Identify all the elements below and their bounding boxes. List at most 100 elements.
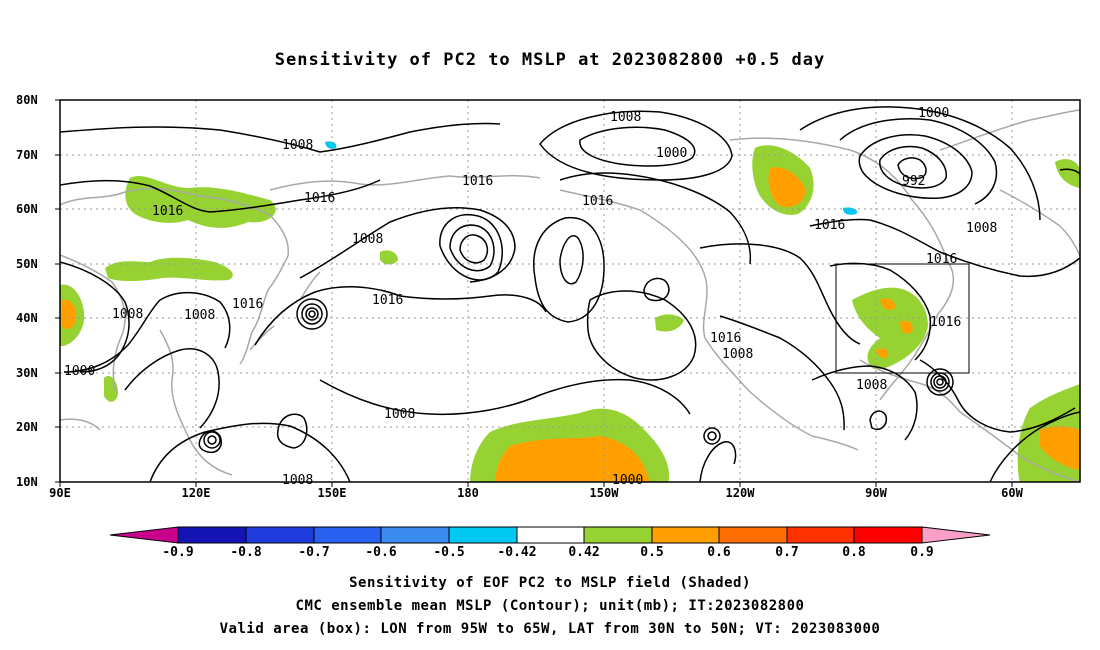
contour-label: 1008 (282, 473, 313, 488)
contour-label: 1016 (152, 204, 183, 219)
map-title: Sensitivity of PC2 to MSLP at 2023082800… (274, 50, 826, 70)
contour-line (149, 422, 351, 482)
contour-line (319, 378, 691, 416)
coastline (959, 411, 1080, 482)
contour-label: 1016 (926, 252, 957, 267)
colorbar-cell (313, 526, 382, 544)
contour-line (254, 286, 547, 346)
contour-label: 1008 (856, 378, 887, 393)
colorbar-label: -0.8 (230, 545, 262, 560)
shade-cyan-region (325, 141, 337, 149)
colorbar-cell (786, 526, 855, 544)
shade-orange-region (768, 167, 806, 208)
coastline (559, 189, 708, 339)
contour-label: 1000 (612, 473, 643, 488)
lon-label: 180 (457, 486, 479, 500)
footer-caption-line2: CMC ensemble mean MSLP (Contour); unit(m… (295, 598, 805, 614)
contour-line (799, 106, 1041, 221)
contour-line (699, 243, 861, 345)
coastline (939, 109, 1080, 151)
shade-green-region (1055, 159, 1080, 188)
colorbar-cell (853, 526, 923, 544)
contour-line (198, 430, 222, 454)
coastline (60, 254, 126, 393)
colorbar-label: 0.8 (842, 545, 866, 560)
coastlines (60, 109, 1080, 482)
contour-line (60, 179, 381, 213)
plot-frame (59, 99, 1081, 483)
shade-orange-region (1040, 426, 1080, 470)
axis-ticks (55, 99, 1013, 487)
coastline (60, 187, 290, 257)
contour-line (60, 261, 130, 373)
contour-line (586, 290, 697, 381)
shade-orange-region (900, 320, 913, 334)
contour-label: 1008 (722, 347, 753, 362)
contour-line (858, 134, 973, 199)
contour-label: 1008 (384, 407, 415, 422)
coastline (999, 189, 1080, 257)
colorbar-label: -0.9 (162, 545, 194, 560)
colorbar-cell (245, 526, 315, 544)
contour-label: 1016 (232, 297, 263, 312)
contour-label: 1016 (582, 194, 613, 209)
contour-line (989, 411, 1080, 482)
contour-line (1059, 168, 1080, 175)
contour-low-center (203, 431, 221, 449)
contour-label: 1008 (184, 308, 215, 323)
lon-label: 150E (317, 486, 347, 500)
contour-label: 1016 (930, 315, 961, 330)
colorbar-low-triangle (109, 526, 179, 544)
colorbar-high-triangle (921, 526, 991, 544)
contour-low-center (933, 375, 947, 389)
shade-cyan-region (843, 207, 858, 215)
contour-line (869, 410, 888, 430)
colorbar (109, 526, 991, 544)
colorbar-label: -0.6 (365, 545, 397, 560)
coastline (159, 329, 233, 476)
shade-green-region (380, 250, 398, 265)
colorbar-label: 0.5 (640, 545, 664, 560)
coastline (269, 174, 541, 191)
contour-line (879, 145, 947, 189)
contour-low-center (703, 427, 721, 445)
mslp-contours (60, 106, 1080, 482)
coastline (704, 337, 859, 451)
contour-label: 1008 (282, 138, 313, 153)
shade-green-region (125, 175, 276, 228)
lon-label: 120E (181, 486, 211, 500)
lat-label: 60N (16, 202, 38, 216)
shaded-sensitivity (60, 141, 1080, 482)
coastline (60, 418, 101, 431)
shade-green-region (852, 287, 928, 370)
colorbar-cell (583, 526, 653, 544)
contour-line (809, 218, 1080, 278)
colorbar-label: 0.6 (707, 545, 731, 560)
contour-line (459, 234, 489, 264)
colorbar-cell (177, 526, 247, 544)
contour-line (579, 126, 696, 167)
coastline (299, 271, 321, 301)
contour-low-center (936, 378, 944, 386)
contour-line (811, 365, 918, 441)
coastline (879, 261, 955, 401)
contour-label: 1008 (352, 232, 383, 247)
lon-label: 120W (725, 486, 755, 500)
lat-label: 10N (16, 475, 38, 489)
coastline (239, 255, 289, 365)
shade-green-region (655, 314, 684, 332)
lat-label: 40N (16, 311, 38, 325)
contour-label: 1008 (610, 110, 641, 125)
lon-label: 150W (589, 486, 619, 500)
coastline (729, 137, 949, 263)
contour-line (643, 277, 670, 302)
lon-label: 60W (1001, 486, 1023, 500)
contour-line (719, 315, 845, 431)
lon-label: 90W (865, 486, 887, 500)
colorbar-label: 0.42 (568, 545, 600, 560)
colorbar-cell (448, 526, 518, 544)
colorbar-label: -0.5 (433, 545, 465, 560)
coastline (249, 325, 275, 351)
contour-low-center (305, 307, 319, 321)
colorbar-label: 0.7 (775, 545, 799, 560)
